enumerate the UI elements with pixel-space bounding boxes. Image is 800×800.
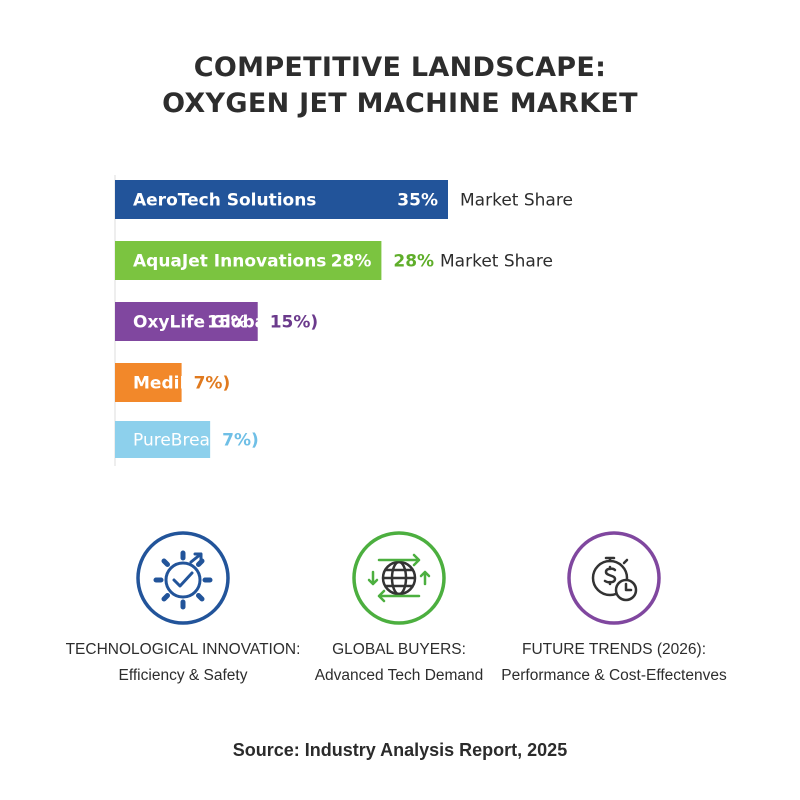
technological-innovation-badge: [133, 528, 233, 628]
gear-check-icon: [136, 531, 230, 625]
stopwatch-dollar-icon: [567, 531, 661, 625]
caption-heading: GLOBAL BUYERS:: [332, 641, 466, 658]
future-trends-badge: [564, 528, 664, 628]
bar-outside-label-4: 7%): [222, 431, 259, 451]
chart-title-line-2: OXYGEN JET MACHINE MARKET: [162, 88, 638, 119]
bar-category-label-0: AeroTech Solutions: [133, 191, 316, 211]
caption-heading: FUTURE TRENDS (2026):: [521, 641, 707, 658]
bar-category-label-1: AquaJet Innovations: [133, 252, 326, 272]
bar-outside-label-3: 7%): [194, 374, 231, 394]
bar-1: [115, 241, 382, 280]
caption-subtext: Performance & Cost-Effectenves: [501, 667, 727, 684]
bar-2: [115, 302, 258, 341]
global-buyers-badge: [349, 528, 449, 628]
global-buyers-caption: GLOBAL BUYERS: Advanced Tech Demand: [259, 640, 539, 686]
market-share-bar-chart: AeroTech Solutions 35% Market Share AquaJet…: [114, 175, 573, 466]
caption-subtext: Advanced Tech Demand: [314, 667, 484, 684]
globe-arrows-icon: [352, 531, 446, 625]
bar-category-label-3: MediFlow Dynamics: [133, 374, 323, 394]
technological-innovation-caption: TECHNOLOGICAL INNOVATION: Efficiency & S…: [43, 640, 323, 686]
bar-3: [115, 363, 182, 402]
bar-outside-label-0: Market Share: [460, 191, 573, 211]
chart-title-line-1: COMPETITIVE LANDSCAPE:: [193, 52, 607, 83]
source-note: Source: Industry Analysis Report, 2025: [232, 740, 568, 760]
bar-0: [115, 180, 448, 219]
bar-outside-label-1: 28% Market Share: [393, 252, 553, 272]
bar-value-label-2: 15%: [207, 313, 248, 333]
future-trends-caption: FUTURE TRENDS (2026): Performance & Cost…: [474, 640, 754, 686]
bar-outside-label-2: 15%): [270, 313, 318, 333]
caption-subtext: Efficiency & Safety: [118, 667, 248, 684]
bar-category-label-2: OxyLife Global: [133, 313, 272, 333]
caption-heading: TECHNOLOGICAL INNOVATION:: [65, 641, 301, 658]
bar-4: [115, 421, 211, 458]
bar-value-label-0: 35%: [397, 191, 438, 211]
bar-value-label-1: 28%: [331, 252, 372, 272]
bar-category-label-4: PureBreaω Dynamics (10%): [133, 431, 370, 451]
